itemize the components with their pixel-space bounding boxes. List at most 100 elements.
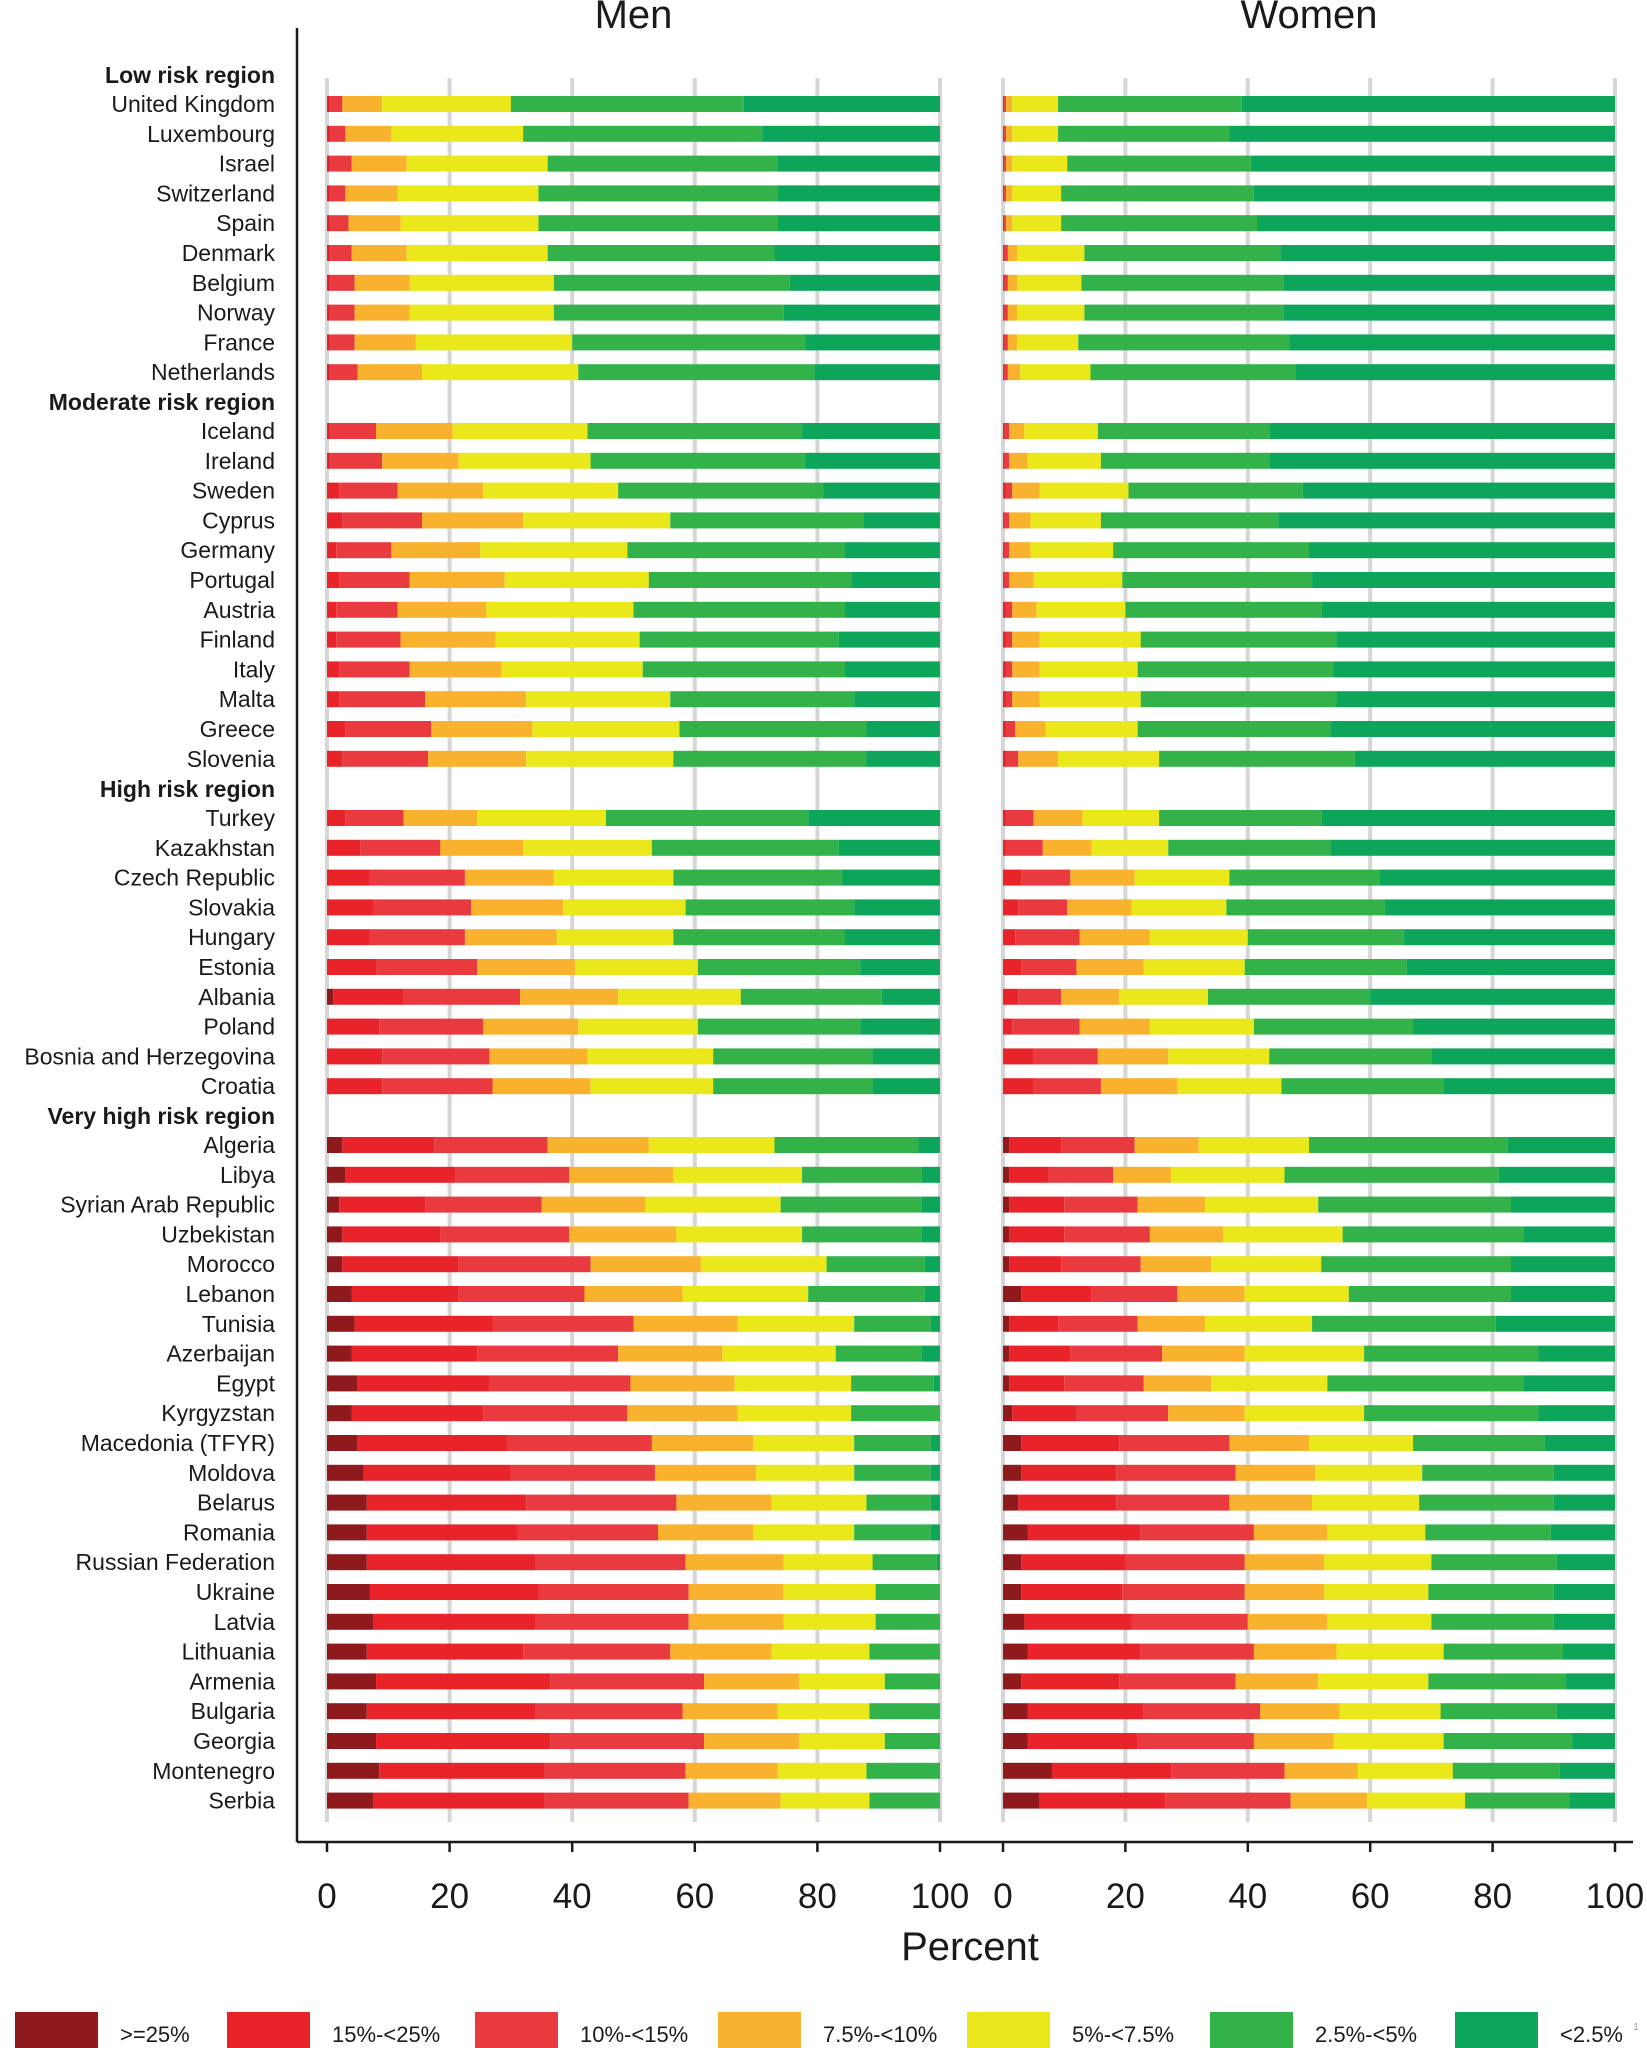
bar-macedonia-tfyr-men-seg1 [327,1435,358,1451]
bar-greece-women-seg6 [1137,721,1331,737]
bar-bosnia-and-herzegovina-men-seg3 [382,1048,490,1065]
country-label-switzerland: Switzerland [156,180,275,206]
bar-iceland-women-seg5 [1024,423,1098,439]
country-label-united-kingdom: United Kingdom [111,91,275,117]
bar-slovenia-men-seg6 [673,750,867,767]
bar-malta-men-seg4 [425,691,527,708]
bar-croatia-men-seg6 [713,1078,873,1095]
bar-estonia-women-seg6 [1244,959,1407,975]
bar-serbia-women-seg7 [1569,1792,1615,1809]
bar-belgium-women-seg4 [1007,274,1018,291]
bar-armenia-women-seg6 [1428,1673,1567,1690]
bar-cyprus-men-seg6 [670,512,864,529]
bar-macedonia-tfyr-men-seg7 [930,1435,940,1451]
bar-iceland-men-seg4 [376,423,453,439]
bar-finland-women-seg5 [1039,631,1141,648]
bar-kyrgyzstan-men-seg2 [351,1405,484,1422]
bar-egypt-men-seg6 [851,1375,934,1392]
bar-italy-women-seg3 [1006,661,1013,678]
bar-belgium-men-seg5 [409,274,554,291]
bar-belarus-women-seg5 [1312,1494,1420,1511]
legend: >=25% 15%-<25% 10%-<15% 7.5%-<10% 5%-<7.5% 2.… [15,2012,1639,2048]
bar-moldova-men-seg3 [510,1464,655,1481]
bar-luxembourg-women-seg6 [1058,125,1230,142]
bar-france-men-seg2 [327,334,331,351]
bar-germany-men-seg7 [844,542,940,559]
bar-kyrgyzstan-women-seg2 [1012,1405,1077,1422]
bar-germany-women-seg2 [1003,542,1005,559]
bar-algeria-men-seg4 [547,1137,649,1153]
bar-luxembourg-women-seg7 [1229,125,1615,142]
bar-ireland-women-seg7 [1269,452,1615,469]
bar-luxembourg-men-seg2 [327,125,331,142]
bar-slovakia-women-seg4 [1067,899,1132,916]
bar-portugal-men-seg3 [339,572,410,588]
bar-slovenia-men-seg4 [428,750,527,767]
bar-czech-republic-women-seg4 [1070,869,1135,886]
bar-croatia-women-seg4 [1100,1078,1178,1095]
bar-romania-men-seg5 [753,1524,855,1541]
bar-croatia-women-seg5 [1177,1078,1282,1095]
bar-france-women-seg5 [1017,334,1079,351]
bar-norway-men-seg6 [553,304,784,321]
bar-austria-women-seg6 [1125,601,1322,618]
bar-egypt-men-seg5 [734,1375,852,1392]
bar-ukraine-men-seg1 [327,1584,370,1600]
country-label-israel: Israel [219,151,275,177]
bar-uzbekistan-women-seg4 [1149,1226,1224,1243]
bar-uzbekistan-women-seg6 [1342,1226,1524,1243]
bar-romania-men-seg2 [366,1524,518,1541]
bar-georgia-men-seg3 [550,1733,704,1749]
bar-spain-men-seg7 [777,215,940,232]
bar-lebanon-men-seg4 [584,1286,683,1302]
bar-netherlands-women-seg6 [1090,364,1296,381]
bar-slovenia-men-seg2 [327,750,343,767]
bar-sweden-women-seg5 [1039,482,1129,499]
bar-belarus-women-seg1 [1003,1494,1019,1511]
bar-morocco-women-seg7 [1510,1256,1615,1273]
bar-albania-men-seg5 [618,988,741,1005]
bar-luxembourg-women-seg3 [1004,125,1007,142]
bar-belarus-men-seg2 [366,1494,527,1511]
bar-poland-women-seg5 [1149,1018,1254,1035]
bar-portugal-women-seg3 [1004,572,1010,588]
bar-ukraine-women-seg5 [1324,1584,1429,1600]
bar-luxembourg-women-seg5 [1012,125,1059,142]
bar-moldova-women-seg7 [1553,1464,1615,1481]
bar-sweden-women-seg7 [1302,482,1615,499]
bar-montenegro-women-seg6 [1452,1762,1560,1779]
bar-georgia-men-seg2 [376,1733,551,1749]
bar-armenia-women-seg1 [1003,1673,1022,1690]
bar-macedonia-tfyr-men-seg5 [753,1435,855,1451]
bar-syrian-arab-republic-men-seg6 [780,1196,922,1213]
bar-bosnia-and-herzegovina-men-seg5 [587,1048,714,1065]
bar-morocco-men-seg1 [327,1256,343,1273]
bar-spain-women-seg3 [1004,215,1007,232]
bar-tunisia-women-seg2 [1009,1315,1059,1332]
bar-kyrgyzstan-men-seg6 [851,1405,940,1422]
bar-kazakhstan-women-seg4 [1042,839,1092,856]
country-label-turkey: Turkey [206,805,276,831]
bar-uzbekistan-men-seg2 [342,1226,441,1243]
bar-hungary-men-seg7 [844,929,940,946]
bar-czech-republic-men-seg3 [369,869,465,886]
bar-moldova-women-seg2 [1021,1464,1117,1481]
bar-greece-men-seg4 [431,721,533,737]
bar-hungary-women-seg5 [1149,929,1248,946]
bar-azerbaijan-women-seg7 [1538,1345,1615,1362]
bar-georgia-men-seg6 [884,1733,940,1749]
bar-georgia-women-seg7 [1572,1733,1615,1749]
bar-finland-women-seg7 [1336,631,1615,648]
country-label-greece: Greece [200,716,275,742]
bar-poland-men-seg3 [379,1018,484,1035]
bar-libya-men-seg2 [345,1166,456,1183]
bar-croatia-men-seg5 [590,1078,714,1095]
bar-ireland-women-seg4 [1009,452,1028,469]
bar-belarus-women-seg3 [1116,1494,1230,1511]
bar-norway-women-seg2 [1003,304,1005,321]
bar-russian-federation-women-seg5 [1324,1554,1432,1571]
bar-montenegro-men-seg2 [379,1762,545,1779]
bar-lithuania-men-seg2 [366,1643,524,1660]
bar-ireland-women-seg2 [1003,452,1005,469]
